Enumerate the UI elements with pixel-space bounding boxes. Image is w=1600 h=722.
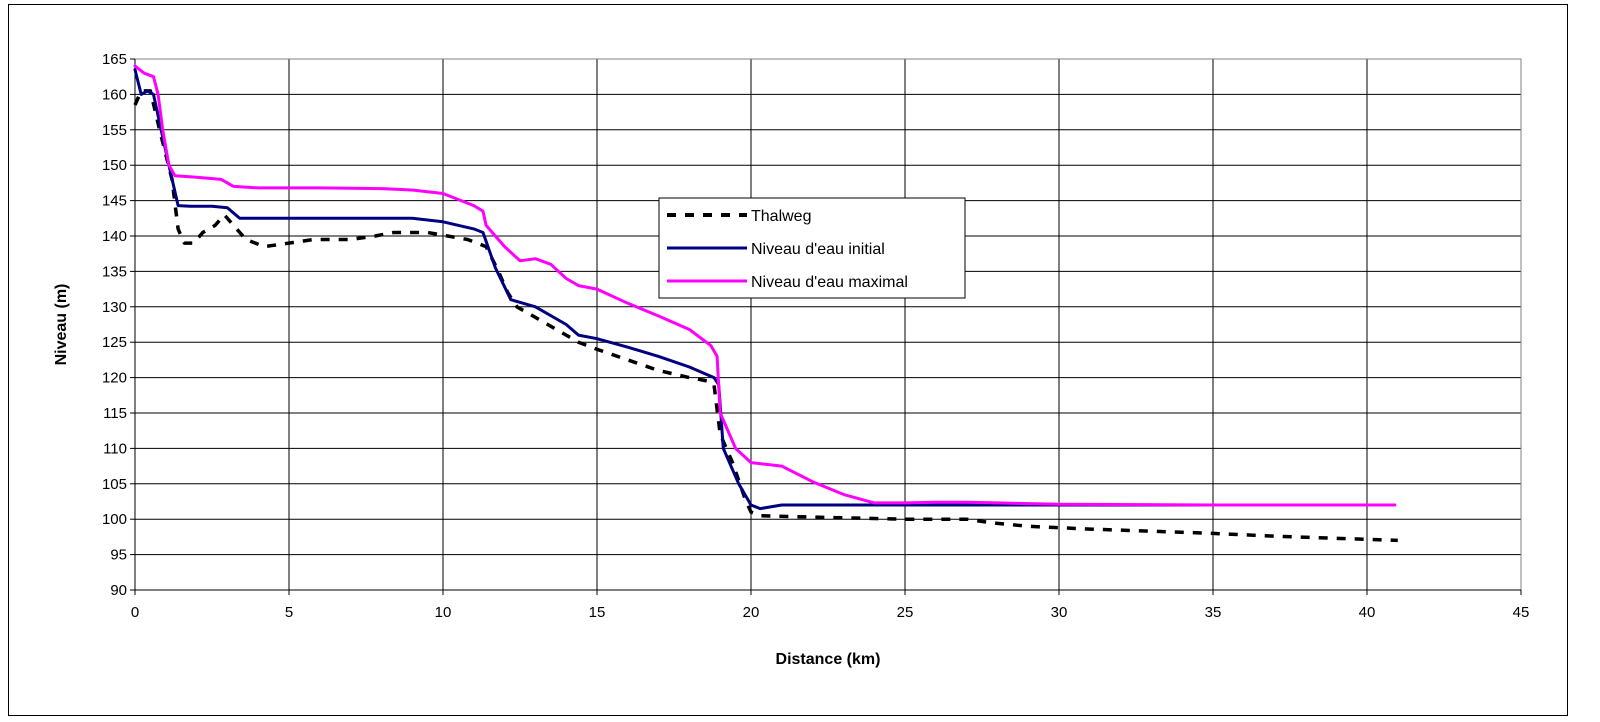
tick-labels: 9095100105110115120125130135140145150155… [102,51,1529,621]
y-tick-label: 110 [103,440,127,457]
x-tick-label: 35 [1205,604,1222,621]
series-line-thalweg [133,89,1398,543]
x-tick-label: 25 [897,604,914,621]
y-tick-label: 155 [102,122,127,139]
y-tick-label: 115 [103,405,127,422]
x-tick-label: 0 [131,604,139,621]
y-tick-label: 140 [102,228,127,245]
y-tick-label: 105 [102,476,127,493]
series-line-niveau-d-eau-initial [133,68,1397,511]
y-tick-label: 100 [102,511,127,528]
axes [130,58,1522,595]
x-tick-label: 15 [589,604,606,621]
series-line-niveau-d-eau-maximal [133,64,1397,507]
y-tick-label: 160 [102,86,127,103]
legend: Thalweg Niveau d'eau initial Niveau d'eau … [658,197,966,299]
series-group [133,64,1398,543]
y-tick-label: 125 [102,334,127,351]
x-tick-label: 20 [743,604,760,621]
legend-label-niveau-d-eau-maximal: Niveau d'eau maximal [751,274,908,291]
x-tick-label: 45 [1513,604,1530,621]
x-tick-label: 30 [1051,604,1068,621]
x-tick-label: 10 [435,604,452,621]
y-tick-label: 120 [102,370,127,387]
y-tick-label: 90 [110,582,127,599]
y-axis-title: Niveau (m) [53,284,70,366]
y-tick-label: 145 [102,193,127,210]
y-tick-label: 165 [102,51,127,68]
legend-label-niveau-d-eau-initial: Niveau d'eau initial [751,241,885,258]
y-tick-label: 150 [102,157,127,174]
x-tick-label: 40 [1359,604,1376,621]
y-tick-label: 95 [110,547,127,564]
chart-frame [8,4,1568,716]
y-tick-label: 130 [102,299,127,316]
y-tick-label: 135 [102,263,127,280]
gridlines [134,58,1522,591]
legend-label-thalweg: Thalweg [751,208,811,225]
x-axis-title: Distance (km) [776,651,881,668]
plot-area-border [134,58,1522,591]
x-tick-label: 5 [285,604,293,621]
